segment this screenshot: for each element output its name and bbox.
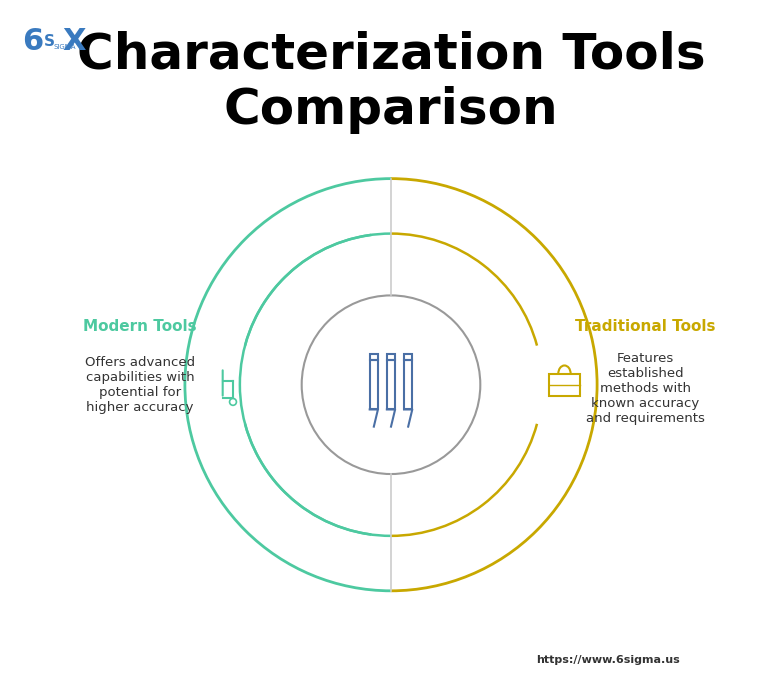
Bar	[387, 354, 395, 360]
Bar	[404, 354, 412, 360]
Text: X: X	[63, 27, 86, 56]
Text: 6: 6	[22, 27, 43, 56]
Text: SIGMA: SIGMA	[53, 44, 76, 49]
Text: Modern Tools: Modern Tools	[84, 319, 197, 334]
Text: Traditional Tools: Traditional Tools	[575, 319, 716, 334]
Bar	[370, 360, 378, 409]
Text: Characterization Tools
Comparison: Characterization Tools Comparison	[77, 31, 705, 134]
Bar	[404, 360, 412, 409]
Text: https://www.6sigma.us: https://www.6sigma.us	[536, 655, 680, 664]
Text: Features
established
methods with
known accuracy
and requirements: Features established methods with known …	[586, 352, 705, 425]
Text: Offers advanced
capabilities with
potential for
higher accuracy: Offers advanced capabilities with potent…	[85, 356, 196, 414]
Bar	[387, 360, 395, 409]
Text: S: S	[44, 34, 55, 49]
Bar	[549, 374, 580, 396]
Bar	[370, 354, 378, 360]
